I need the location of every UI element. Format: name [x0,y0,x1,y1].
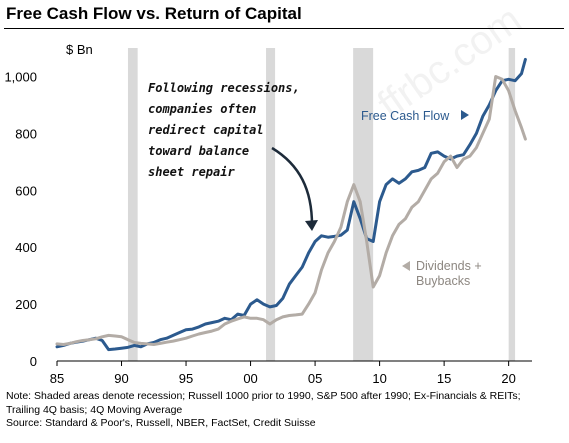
recession-band-0 [127,48,138,361]
x-tick-label-15: 15 [437,371,451,386]
annotation-line-0: Following recessions, [148,81,300,95]
fcf-series-label: Free Cash Flow [361,109,469,123]
x-tick-label-05: 05 [308,371,322,386]
chart-title: Free Cash Flow vs. Return of Capital [6,4,302,23]
series-line-free-cash-flow [55,57,527,352]
y-tick-label-1000: 1,000 [4,69,37,84]
fcf-label-text: Free Cash Flow [361,109,450,123]
series-line-dividends-buybacks [55,75,527,346]
note-line-2: Trailing 4Q basis; 4Q Moving Average [6,403,183,416]
annotation-line-3: toward balance [148,144,249,158]
div-label-marker [402,261,410,271]
x-tick-label-20: 20 [501,371,515,386]
note-line-1: Note: Shaded areas denote recession; Rus… [6,390,521,402]
annotation-arrow [271,146,314,226]
y-tick-label-800: 800 [15,126,37,141]
recession-band-1 [266,48,276,361]
annotation-line-4: sheet repair [148,165,235,179]
y-tick-label-400: 400 [15,240,37,255]
recession-band-2 [353,48,374,361]
annotation-line-2: redirect capital [148,123,264,137]
div-label-line1: Dividends + [416,259,482,273]
recession-note-annotation: Following recessions, companies often redi… [148,81,318,231]
x-tick-label-10: 10 [372,371,386,386]
svg-text:Following recessions,companies: Following recessions, companies often redi… [148,81,300,179]
annotation-arrowhead [305,220,318,231]
annotation-line-1: companies often [148,102,256,116]
x-tick-label-85: 85 [50,371,64,386]
y-tick-label-600: 600 [15,183,37,198]
x-tick-label-00: 00 [243,371,257,386]
div-label-line2: Buybacks [416,274,470,288]
fcf-label-marker [461,110,469,120]
y-tick-label-0: 0 [30,354,37,369]
y-tick-label-200: 200 [15,297,37,312]
title-rule [4,28,564,29]
series-layer [55,57,527,352]
chart-notes: Note: Shaded areas denote recession; Rus… [6,390,566,431]
x-tick-label-95: 95 [179,371,193,386]
y-axis-label: $ Bn [66,42,93,57]
recession-shading-layer [127,48,516,361]
source-line: Source: Standard & Poor's, Russell, NBER… [6,417,316,429]
x-tick-label-90: 90 [114,371,128,386]
div-series-label: Dividends + Buybacks [402,259,482,288]
recession-band-3 [508,48,516,361]
